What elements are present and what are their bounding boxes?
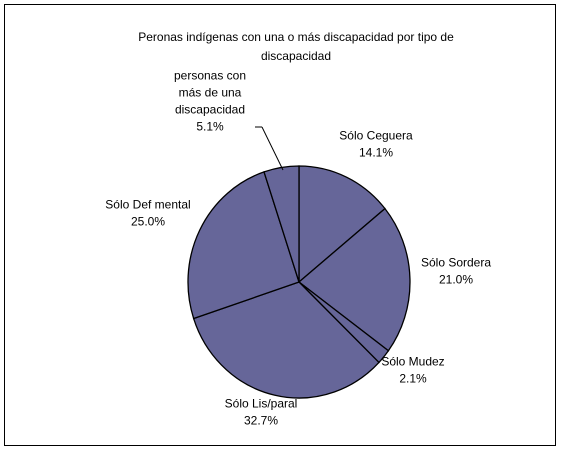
slice-name-label: discapacidad <box>175 103 245 117</box>
label-solo-sordera: Sólo Sordera 21.0% <box>421 256 491 287</box>
slice-value-label: 25.0% <box>131 215 165 229</box>
slice-name-label: Sólo Mudez <box>381 355 444 369</box>
slice-value-label: 14.1% <box>359 146 393 160</box>
slice-name-label: Sólo Sordera <box>421 256 491 270</box>
slice-name-label: más de una <box>179 86 242 100</box>
slice-solo-lis-paral <box>192 281 380 399</box>
slice-solo-sordera <box>297 207 411 352</box>
label-solo-ceguera: Sólo Ceguera 14.1% <box>339 129 413 160</box>
label-solo-lis-paral: Sólo Lis/paral 32.7% <box>225 397 298 428</box>
chart-title-line-1: Peronas indígenas con una o más discapac… <box>138 30 454 44</box>
slice-solo-ceguera <box>298 165 386 284</box>
leader-line-multiple-disabilities <box>261 126 284 171</box>
label-solo-mudez: Sólo Mudez 2.1% <box>381 355 444 386</box>
slice-value-label: 5.1% <box>196 120 224 134</box>
label-solo-def-mental: Sólo Def mental 25.0% <box>105 198 190 229</box>
slice-value-label: 21.0% <box>439 273 473 287</box>
slice-solo-def-mental <box>187 171 300 320</box>
slice-value-label: 32.7% <box>244 414 278 428</box>
slice-value-label: 2.1% <box>399 372 427 386</box>
slice-name-label: Sólo Lis/paral <box>225 397 298 411</box>
slice-name-label: personas con <box>174 69 246 83</box>
slice-name-label: Sólo Ceguera <box>339 129 413 143</box>
chart-title-line-2: discapacidad <box>261 49 331 63</box>
label-mas-de-una: personas con más de una discapacidad 5.1% <box>174 69 246 134</box>
slice-name-label: Sólo Def mental <box>105 198 190 212</box>
